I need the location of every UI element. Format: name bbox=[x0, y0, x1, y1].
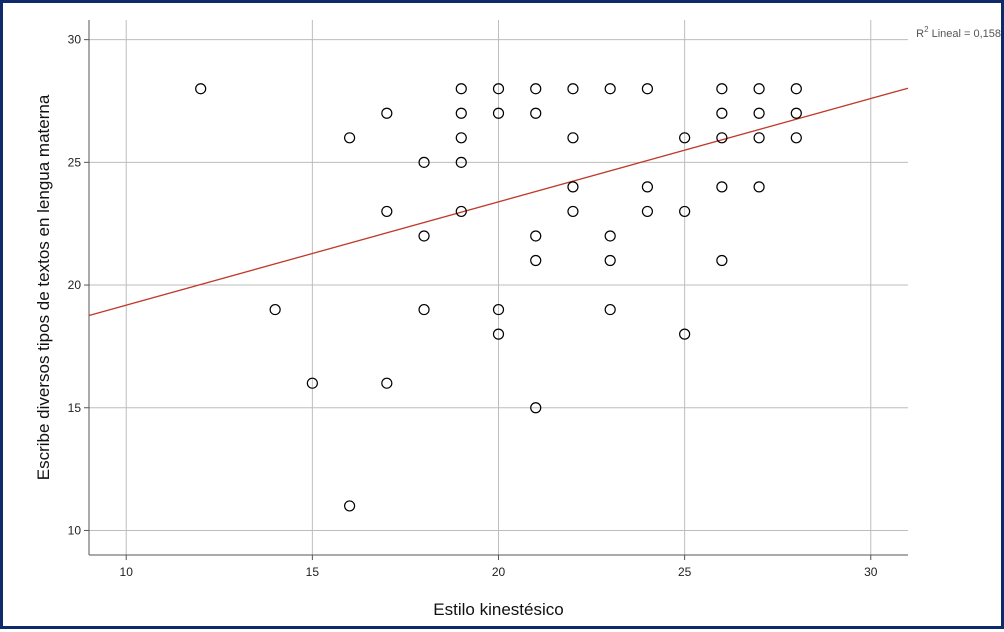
x-tick-label: 30 bbox=[864, 565, 878, 579]
data-point bbox=[381, 107, 393, 119]
data-point bbox=[604, 83, 616, 95]
data-point bbox=[753, 83, 765, 95]
data-point bbox=[567, 83, 579, 95]
y-tick-label: 30 bbox=[68, 33, 82, 47]
data-point bbox=[492, 328, 505, 340]
data-point bbox=[753, 107, 765, 119]
data-point bbox=[716, 107, 728, 119]
data-points bbox=[195, 83, 802, 512]
data-point bbox=[530, 254, 542, 267]
y-axis-title: Escribe diversos tipos de textos en leng… bbox=[34, 94, 53, 480]
data-point bbox=[455, 83, 467, 95]
data-point bbox=[455, 205, 467, 218]
data-point bbox=[604, 254, 616, 267]
data-point bbox=[567, 205, 579, 218]
data-point bbox=[716, 254, 728, 267]
data-point bbox=[641, 181, 654, 193]
y-tick-label: 10 bbox=[68, 523, 82, 537]
y-tick-label: 25 bbox=[68, 155, 82, 169]
data-point bbox=[455, 107, 467, 119]
axes bbox=[84, 20, 908, 560]
data-point bbox=[343, 132, 356, 144]
data-point bbox=[641, 205, 654, 218]
data-point bbox=[381, 205, 393, 218]
data-point bbox=[753, 181, 765, 193]
x-tick-label: 15 bbox=[306, 565, 320, 579]
tick-labels: 10 15 20 25 30 10 15 20 25 30 bbox=[68, 33, 878, 579]
data-point bbox=[530, 107, 542, 119]
data-point bbox=[306, 377, 318, 389]
data-point bbox=[790, 107, 802, 119]
data-point bbox=[492, 83, 505, 95]
data-point bbox=[381, 377, 393, 389]
r2-label-main: R bbox=[916, 28, 924, 40]
data-point bbox=[790, 83, 802, 95]
data-point bbox=[679, 132, 691, 144]
data-point bbox=[716, 83, 728, 95]
r2-label-sup: 2 bbox=[924, 25, 929, 34]
data-point bbox=[716, 132, 728, 144]
data-point bbox=[753, 132, 765, 144]
data-point bbox=[679, 205, 691, 218]
y-tick-label: 15 bbox=[68, 401, 82, 415]
data-point bbox=[530, 402, 542, 414]
r2-fit-label: R2 Lineal = 0,158 bbox=[916, 25, 1001, 40]
data-point bbox=[418, 156, 430, 168]
data-point bbox=[455, 132, 467, 144]
grid-lines bbox=[89, 20, 908, 555]
data-point bbox=[641, 83, 654, 95]
fit-line bbox=[88, 87, 909, 317]
x-tick-label: 10 bbox=[120, 565, 134, 579]
data-point bbox=[530, 83, 542, 95]
x-tick-label: 20 bbox=[492, 565, 506, 579]
data-point bbox=[567, 132, 579, 144]
x-tick-label: 25 bbox=[678, 565, 692, 579]
data-point bbox=[455, 156, 467, 168]
r2-label-rest: Lineal = 0,158 bbox=[929, 28, 1001, 40]
data-point bbox=[492, 107, 505, 119]
data-point bbox=[269, 303, 281, 316]
fit-line-layer bbox=[88, 87, 909, 317]
data-point bbox=[716, 181, 728, 193]
data-point bbox=[567, 181, 579, 193]
data-point bbox=[530, 230, 542, 242]
data-point bbox=[418, 230, 430, 242]
data-point bbox=[418, 303, 430, 316]
y-tick-label: 20 bbox=[68, 278, 82, 292]
data-point bbox=[604, 230, 616, 242]
data-point bbox=[790, 132, 802, 144]
data-point bbox=[195, 83, 207, 95]
data-point bbox=[679, 328, 691, 340]
x-axis-title: Estilo kinestésico bbox=[433, 600, 563, 619]
data-point bbox=[343, 500, 356, 512]
data-point bbox=[604, 303, 616, 316]
data-point bbox=[492, 303, 505, 316]
